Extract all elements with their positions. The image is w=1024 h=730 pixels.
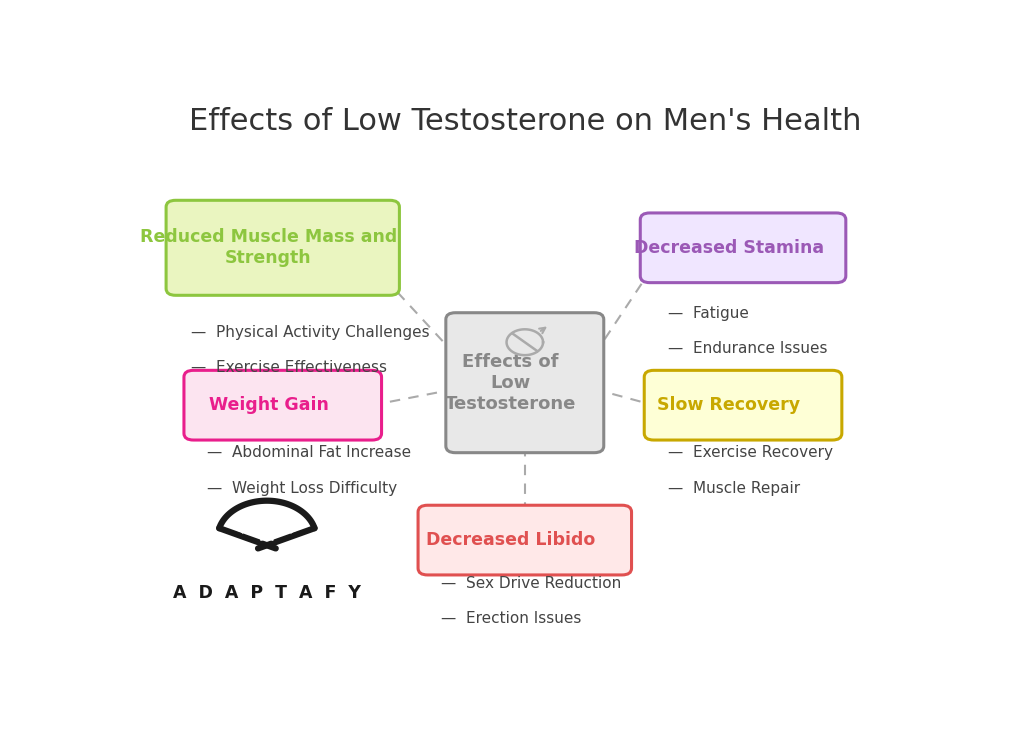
FancyBboxPatch shape — [166, 200, 399, 296]
Text: A  D  A  P  T  A  F  Y: A D A P T A F Y — [173, 585, 360, 602]
Text: —  Exercise Effectiveness: — Exercise Effectiveness — [191, 360, 387, 375]
FancyBboxPatch shape — [640, 213, 846, 283]
Text: Reduced Muscle Mass and
Strength: Reduced Muscle Mass and Strength — [140, 228, 397, 267]
Text: —  Exercise Recovery: — Exercise Recovery — [668, 445, 833, 461]
Text: Effects of
Low
Testosterone: Effects of Low Testosterone — [444, 353, 577, 412]
Text: —  Muscle Repair: — Muscle Repair — [668, 481, 800, 496]
FancyBboxPatch shape — [644, 370, 842, 440]
Text: Decreased Stamina: Decreased Stamina — [634, 239, 824, 257]
FancyBboxPatch shape — [418, 505, 632, 575]
Text: —  Sex Drive Reduction: — Sex Drive Reduction — [441, 576, 622, 591]
Text: —  Abdominal Fat Increase: — Abdominal Fat Increase — [207, 445, 412, 461]
Text: —  Erection Issues: — Erection Issues — [441, 611, 582, 626]
Text: —  Endurance Issues: — Endurance Issues — [668, 342, 827, 356]
Text: —  Weight Loss Difficulty: — Weight Loss Difficulty — [207, 481, 397, 496]
Text: Weight Gain: Weight Gain — [209, 396, 329, 414]
FancyBboxPatch shape — [445, 312, 604, 453]
Text: Slow Recovery: Slow Recovery — [657, 396, 801, 414]
FancyBboxPatch shape — [184, 370, 382, 440]
Text: —  Fatigue: — Fatigue — [668, 306, 749, 321]
Text: Effects of Low Testosterone on Men's Health: Effects of Low Testosterone on Men's Hea… — [188, 107, 861, 136]
Text: —  Physical Activity Challenges: — Physical Activity Challenges — [191, 325, 430, 339]
Text: Decreased Libido: Decreased Libido — [426, 531, 595, 549]
